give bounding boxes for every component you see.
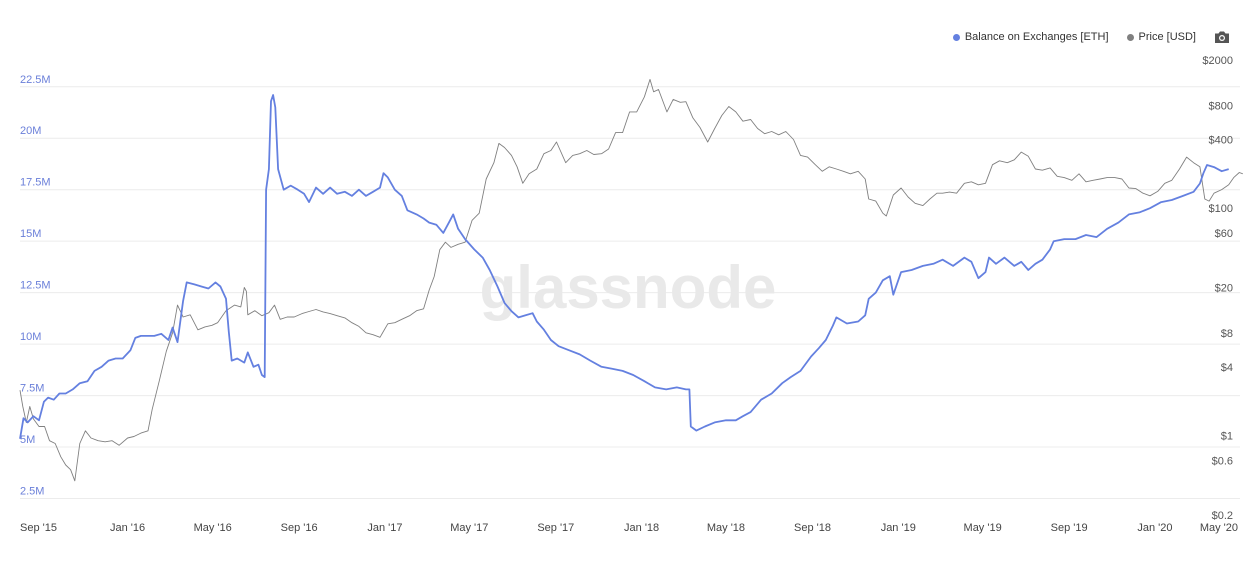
legend-label-price: Price [USD] (1138, 31, 1196, 43)
right-tick-label: $100 (1209, 203, 1233, 215)
right-tick-label: $8 (1221, 328, 1233, 340)
right-tick-label: $800 (1209, 100, 1233, 112)
x-tick-label: Sep '19 (1051, 522, 1088, 534)
right-axis: $2000 $800 $400 $100 $60 $20 $8 $4 $1 $0.6 $0.2 (1202, 55, 1233, 522)
left-tick-label: 22.5M (20, 74, 51, 86)
series-line (19, 78, 1243, 482)
chart-legend: Balance on Exchanges [ETH] Price [USD] (952, 30, 1230, 44)
price-series (19, 78, 1243, 482)
right-tick-label: $0.6 (1212, 456, 1233, 468)
x-tick-label: Jan '18 (624, 522, 659, 534)
right-tick-label: $400 (1209, 135, 1233, 147)
legend-marker-balance (952, 33, 960, 41)
left-tick-label: 2.5M (20, 486, 44, 498)
left-tick-label: 12.5M (20, 280, 51, 292)
left-tick-label: 15M (20, 228, 41, 240)
legend-marker-price (1126, 33, 1134, 41)
balance-series (19, 94, 1229, 439)
right-tick-label: $0.2 (1212, 510, 1233, 522)
x-tick-label: Jan '19 (881, 522, 916, 534)
grid-lines (20, 86, 1240, 500)
right-tick-label: $20 (1215, 283, 1233, 295)
x-tick-label: Sep '15 (20, 522, 57, 534)
watermark: glassnode (480, 254, 777, 321)
right-tick-label: $4 (1221, 362, 1233, 374)
x-tick-label: Jan '20 (1137, 522, 1172, 534)
x-tick-label: Jan '17 (367, 522, 402, 534)
camera-icon[interactable] (1214, 30, 1230, 44)
left-tick-label: 7.5M (20, 383, 44, 395)
x-tick-label: May '16 (194, 522, 232, 534)
x-tick-label: Sep '16 (281, 522, 318, 534)
x-tick-label: Sep '17 (537, 522, 574, 534)
legend-item-price[interactable]: Price [USD] (1126, 31, 1196, 43)
right-tick-label: $1 (1221, 430, 1233, 442)
right-tick-label: $60 (1215, 228, 1233, 240)
x-tick-label: May '17 (450, 522, 488, 534)
legend-item-balance[interactable]: Balance on Exchanges [ETH] (952, 31, 1109, 43)
x-axis: Sep '15 Jan '16 May '16 Sep '16 Jan '17 May '… (20, 522, 1238, 534)
left-tick-label: 10M (20, 331, 41, 343)
left-tick-label: 17.5M (20, 177, 51, 189)
x-tick-label: Sep '18 (794, 522, 831, 534)
left-tick-label: 5M (20, 434, 35, 446)
left-axis: 2.5M 5M 7.5M 10M 12.5M 15M 17.5M 20M 22.5M (20, 74, 51, 498)
x-tick-label: May '18 (707, 522, 745, 534)
legend-label-balance: Balance on Exchanges [ETH] (964, 31, 1109, 43)
right-tick-label: $2000 (1202, 55, 1233, 67)
series-line (19, 94, 1229, 439)
x-tick-label: May '20 (1200, 522, 1238, 534)
x-tick-label: May '19 (964, 522, 1002, 534)
x-tick-label: Jan '16 (110, 522, 145, 534)
left-tick-label: 20M (20, 125, 41, 137)
